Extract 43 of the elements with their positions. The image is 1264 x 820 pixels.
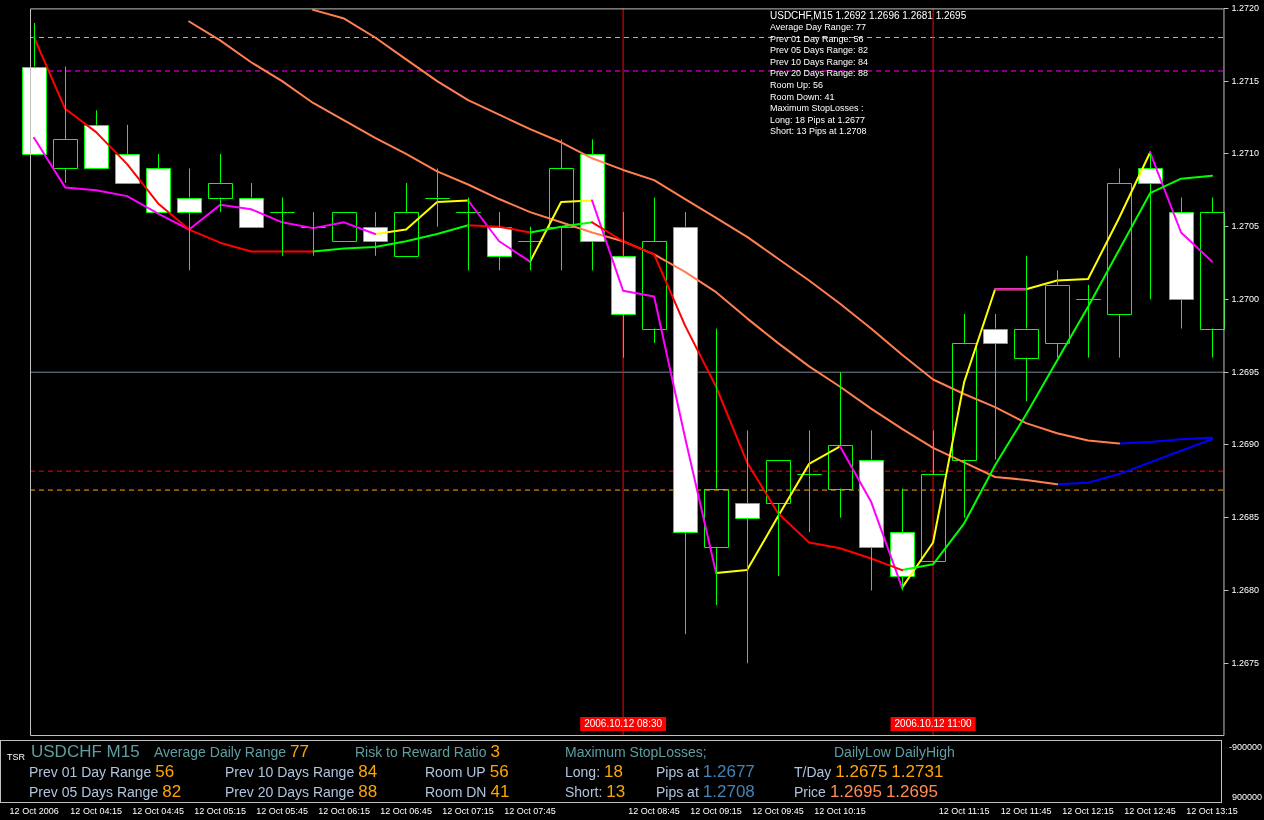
annotation: Room Up: 56 — [770, 79, 825, 92]
y-tick-label: 1.2695 — [1231, 366, 1259, 377]
y-tick-label: 1.2705 — [1231, 221, 1259, 232]
x-tick-label: 12 Oct 11:45 — [1000, 805, 1052, 816]
x-tick-label: 12 Oct 09:45 — [752, 805, 804, 816]
y-tick-label: 1.2710 — [1231, 148, 1259, 159]
text: 900000 — [1231, 792, 1262, 802]
annotation: Long: 18 Pips at 1.2677 — [770, 114, 867, 127]
text: -900000 — [1228, 742, 1262, 752]
indicator-panel: TSR USDCHF M15 Average Daily Range 77 Risk to Reward Ratio 3 Maximum StopLosses; DailyLow DailyHigh Prev 01 Day Range 56 Prev 10 Days Range 84 Room UP 56 Long: 18 Pips at 1.2677 T/Day 1.2675 1.2731 Prev 05 Days Range 82 Prev 20 Days Range 88 Room DN 41 Short: 13 Pips at 1.2708 Price 1.2695 1.2695 — [0, 740, 1222, 803]
y-tick-label: 1.2685 — [1231, 512, 1259, 523]
ref-line-label: 2006.10.12 11:00 — [894, 717, 973, 729]
annotation: Prev 05 Days Range: 82 — [770, 45, 870, 57]
x-tick-label: 12 Oct 13:15 — [1186, 805, 1238, 816]
x-tick-label: 12 Oct 06:45 — [380, 805, 432, 816]
x-tick-label: 12 Oct 10:15 — [814, 805, 866, 816]
x-tick-label: 12 Oct 11:15 — [938, 805, 990, 816]
y-tick-label: 1.2690 — [1231, 439, 1259, 450]
chart-title: USDCHF,M15 1.2692 1.2696 1.2681 1.2695 — [770, 9, 967, 22]
x-tick-label: 12 Oct 04:45 — [132, 805, 184, 816]
annotation: Room Down: 41 — [770, 91, 836, 104]
y-tick-label: 1.2715 — [1231, 75, 1259, 86]
annotation: Prev 10 Days Range: 84 — [770, 56, 870, 69]
x-tick-label: 12 Oct 09:15 — [690, 805, 742, 816]
x-tick-label: 12 Oct 12:45 — [1124, 805, 1176, 816]
y-tick-label: 1.2680 — [1231, 584, 1259, 595]
ref-line-label: 2006.10.12 08:30 — [584, 717, 663, 729]
annotation: Prev 20 Days Range: 88 — [770, 68, 870, 80]
x-tick-label: 12 Oct 07:45 — [504, 805, 556, 816]
annotation: Maximum StopLosses : — [770, 103, 865, 115]
y-tick-label: 1.2720 — [1231, 2, 1259, 13]
x-tick-label: 12 Oct 04:15 — [70, 805, 122, 816]
y-tick-label: 1.2675 — [1231, 657, 1259, 668]
x-tick-label: 12 Oct 07:15 — [442, 805, 494, 816]
annotation: Short: 13 Pips at 1.2708 — [770, 126, 868, 138]
x-tick-label: 12 Oct 08:45 — [628, 805, 680, 816]
x-tick-label: 12 Oct 06:15 — [318, 805, 370, 816]
x-tick-label: 12 Oct 12:15 — [1062, 805, 1114, 816]
x-tick-label: 12 Oct 05:15 — [194, 805, 246, 816]
annotation: Average Day Range: 77 — [770, 22, 867, 34]
y-tick-label: 1.2700 — [1231, 293, 1259, 304]
x-tick-label: 12 Oct 2006 — [9, 805, 59, 816]
x-tick-label: 12 Oct 05:45 — [256, 805, 308, 816]
